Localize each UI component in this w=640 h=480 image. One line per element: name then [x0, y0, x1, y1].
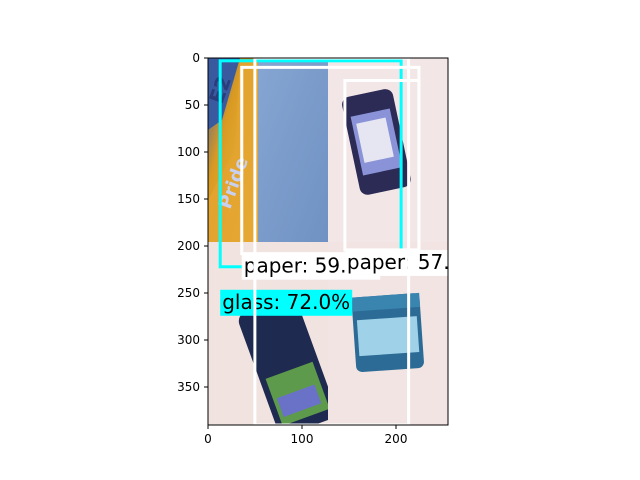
- y-tick-label: 150: [177, 192, 200, 206]
- blue-paper-tile: [258, 58, 328, 242]
- detection-label-bg: [344, 249, 452, 276]
- y-tick-label: 250: [177, 286, 200, 300]
- x-tick-label: 0: [204, 432, 212, 446]
- y-tick-label: 50: [185, 98, 200, 112]
- x-axis: 0 100 200: [204, 425, 407, 446]
- detection-label-bg: [220, 289, 353, 316]
- detection-label: glass: 72.0%: [222, 290, 350, 314]
- y-tick-label: 200: [177, 239, 200, 253]
- y-tick-label: 300: [177, 333, 200, 347]
- axes-frame: [207, 57, 449, 426]
- x-tick-label: 200: [385, 432, 408, 446]
- y-tick-label: 0: [192, 51, 200, 65]
- detection-label: paper: 57.: [347, 250, 450, 274]
- y-tick-label: 350: [177, 380, 200, 394]
- y-tick-label: 100: [177, 145, 200, 159]
- x-tick-label: 100: [291, 432, 314, 446]
- y-axis: 0 50 100 150 200 250 300 350: [177, 51, 208, 394]
